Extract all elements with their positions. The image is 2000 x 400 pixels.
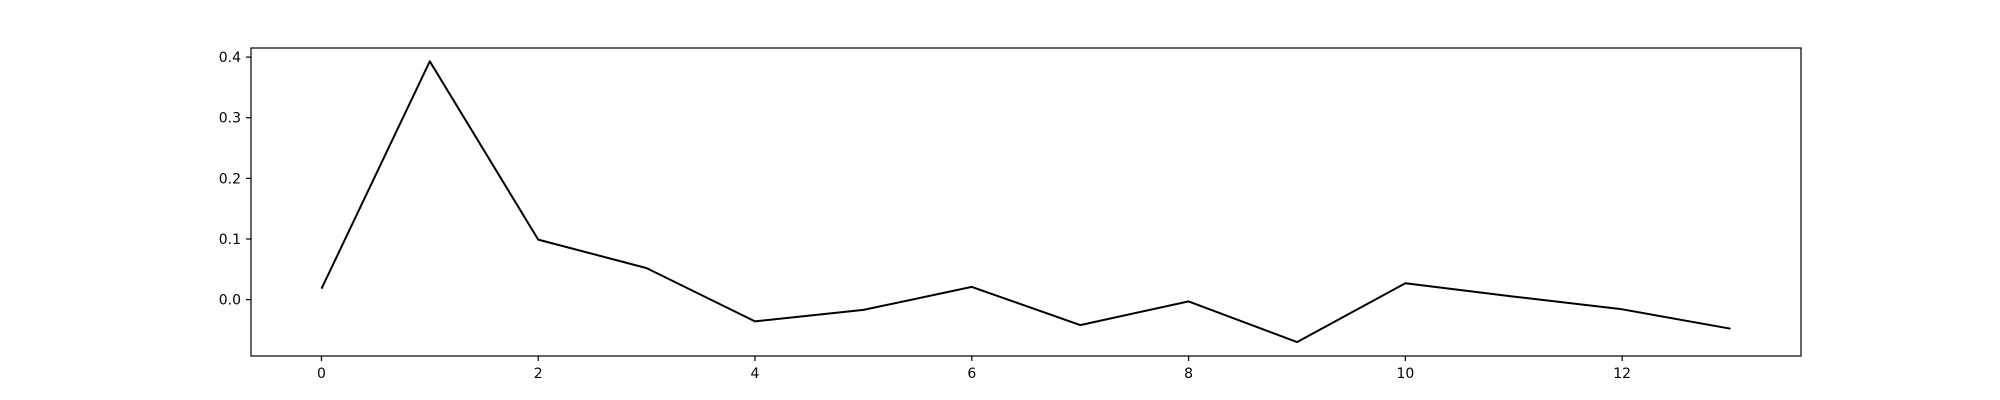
x-tick-label: 6	[967, 366, 976, 382]
y-tick-label: 0.3	[219, 111, 241, 127]
y-tick-label: 0.2	[219, 171, 241, 187]
ticks-layer: 0 2 4 6 8 10 12 0.0 0.1 0.2 0.3 0.4	[219, 50, 1631, 382]
x-tick-label: 2	[534, 366, 543, 382]
x-tick-label: 4	[751, 366, 760, 382]
y-tick-label: 0.0	[219, 293, 241, 309]
x-tick-label: 12	[1613, 366, 1631, 382]
plot-area-frame	[250, 47, 1802, 357]
x-tick-label: 0	[317, 366, 326, 382]
y-tick-label: 0.4	[219, 50, 241, 66]
y-tick-label: 0.1	[219, 232, 241, 248]
series-layer	[320, 60, 1731, 344]
x-tick-label: 8	[1184, 366, 1193, 382]
series-line	[320, 60, 1731, 344]
x-tick-label: 10	[1396, 366, 1414, 382]
